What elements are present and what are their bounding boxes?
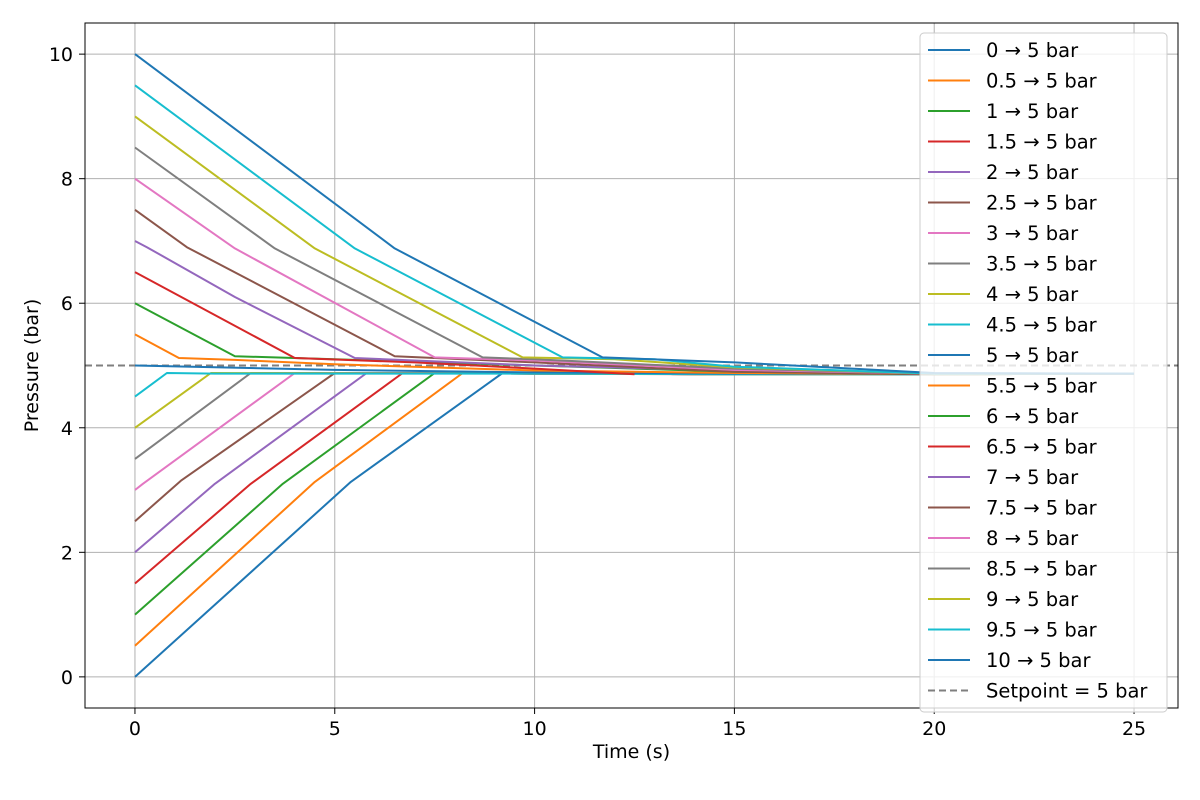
legend-label: 6.5 → 5 bar: [986, 436, 1098, 459]
x-axis-label: Time (s): [592, 741, 670, 763]
y-axis-label: Pressure (bar): [21, 299, 43, 433]
legend-label: 4 → 5 bar: [986, 283, 1079, 306]
y-tick-label: 6: [61, 293, 73, 315]
y-tick-label: 0: [61, 667, 73, 689]
x-tick-label: 5: [329, 718, 341, 740]
legend-label: 7 → 5 bar: [986, 466, 1079, 489]
legend-label: 3 → 5 bar: [986, 222, 1079, 245]
x-tick-label: 10: [522, 718, 546, 740]
x-tick-label: 25: [1122, 718, 1146, 740]
y-tick-label: 10: [49, 44, 73, 66]
legend-label: 7.5 → 5 bar: [986, 497, 1098, 520]
legend-label: 3.5 → 5 bar: [986, 253, 1098, 276]
legend-label: 0.5 → 5 bar: [986, 70, 1098, 93]
legend-label: 5.5 → 5 bar: [986, 375, 1098, 398]
x-tick-label: 0: [129, 718, 141, 740]
legend-label: 5 → 5 bar: [986, 344, 1079, 367]
y-tick-label: 8: [61, 169, 73, 191]
legend-label: 0 → 5 bar: [986, 39, 1079, 62]
legend-label: Setpoint = 5 bar: [986, 680, 1148, 703]
axis-ticks: 0 5 10 15 20 25 0 2 4 6 8 10: [49, 44, 1146, 740]
legend-label: 4.5 → 5 bar: [986, 314, 1098, 337]
y-tick-label: 4: [61, 418, 73, 440]
legend-label: 9 → 5 bar: [986, 588, 1079, 611]
x-tick-label: 20: [922, 718, 946, 740]
legend: 0 → 5 bar 0.5 → 5 bar 1 → 5 bar 1.5 → 5 bar…: [919, 32, 1168, 713]
legend-label: 1.5 → 5 bar: [986, 131, 1098, 154]
legend-label: 9.5 → 5 bar: [986, 619, 1098, 642]
legend-label: 6 → 5 bar: [986, 405, 1079, 428]
legend-label: 2.5 → 5 bar: [986, 192, 1098, 215]
legend-label: 8 → 5 bar: [986, 527, 1079, 550]
series-line: [134, 271, 635, 376]
x-tick-label: 15: [722, 718, 746, 740]
legend-label: 10 → 5 bar: [986, 649, 1091, 672]
plot-frame: [84, 22, 1179, 709]
legend-label: 2 → 5 bar: [986, 161, 1079, 184]
y-tick-label: 2: [61, 542, 73, 564]
legend-label: 8.5 → 5 bar: [986, 558, 1098, 581]
legend-label: 1 → 5 bar: [986, 100, 1079, 123]
legend-box: [919, 32, 1168, 713]
